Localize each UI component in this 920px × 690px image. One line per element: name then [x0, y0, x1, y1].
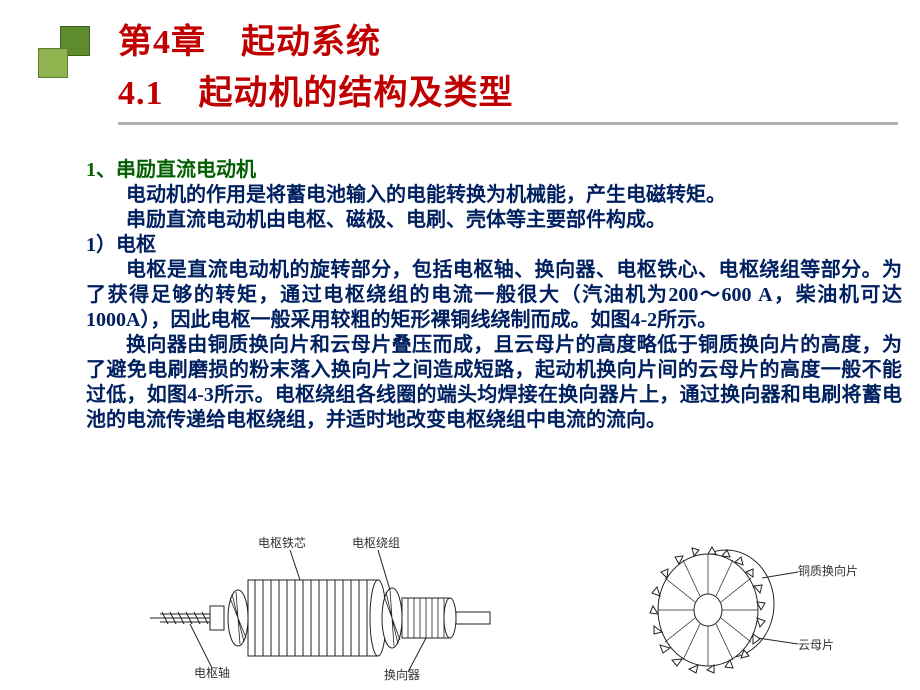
paragraph-1: 电动机的作用是将蓄电池输入的电能转换为机械能，产生电磁转矩。 — [86, 183, 902, 208]
label-iron-core: 电枢铁芯 — [258, 534, 306, 551]
label-copper-segment: 铜质换向片 — [798, 562, 858, 579]
paragraph-3: 电枢是直流电动机的旋转部分，包括电枢轴、换向器、电枢铁心、电枢绕组等部分。为了获… — [86, 258, 902, 333]
label-commutator: 换向器 — [384, 666, 420, 683]
label-winding: 电枢绕组 — [352, 534, 400, 551]
heading-line-1: 第4章 起动系统 — [118, 14, 900, 63]
paragraph-2: 串励直流电动机由电枢、磁极、电刷、壳体等主要部件构成。 — [86, 208, 902, 233]
label-mica: 云母片 — [798, 636, 834, 653]
square-light — [38, 48, 68, 78]
figure-commutator-ring: 铜质换向片 云母片 — [630, 532, 860, 682]
figure-armature: 电枢铁芯 电枢绕组 电枢轴 换向器 — [140, 532, 530, 682]
armature-svg — [140, 532, 530, 682]
heading-underline — [118, 122, 898, 125]
heading-line-2: 4.1 起动机的结构及类型 — [118, 65, 900, 114]
label-shaft: 电枢轴 — [194, 664, 230, 681]
decorative-squares — [38, 26, 90, 78]
subsection-1-title: 1）电枢 — [86, 233, 902, 258]
commutator-svg — [630, 532, 860, 682]
slide-heading: 第4章 起动系统 4.1 起动机的结构及类型 — [118, 14, 900, 125]
body-content: 1、串励直流电动机 电动机的作用是将蓄电池输入的电能转换为机械能，产生电磁转矩。… — [86, 158, 902, 433]
paragraph-4: 换向器由铜质换向片和云母片叠压而成，且云母片的高度略低于铜质换向片的高度，为了避… — [86, 333, 902, 433]
section-1-title: 1、串励直流电动机 — [86, 158, 902, 183]
figure-row: 电枢铁芯 电枢绕组 电枢轴 换向器 — [140, 522, 860, 682]
